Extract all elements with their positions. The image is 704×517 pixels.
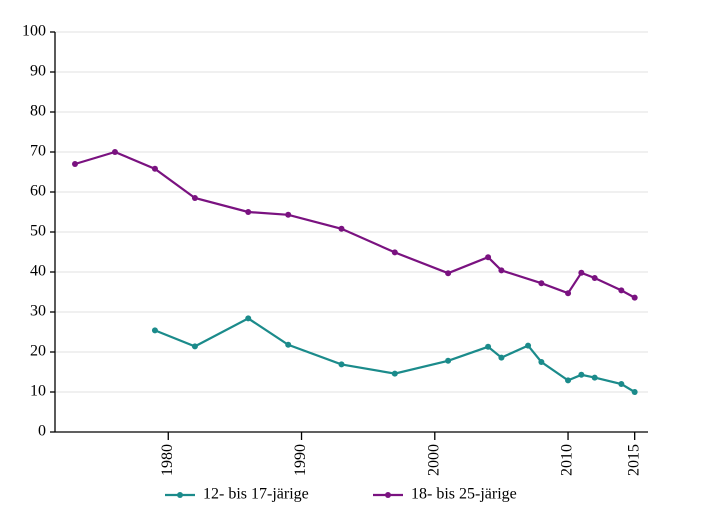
- data-point: [498, 354, 505, 361]
- data-point: [445, 270, 452, 277]
- series-line: [74, 150, 636, 299]
- data-point: [71, 161, 78, 167]
- y-tick-label: 30: [30, 303, 46, 320]
- data-point: [591, 275, 598, 281]
- data-point: [151, 327, 158, 334]
- legend-marker: [385, 492, 391, 498]
- x-tick-label: 2015: [625, 444, 642, 476]
- y-tick-label: 0: [38, 423, 46, 440]
- y-tick-label: 80: [30, 103, 46, 120]
- data-point: [191, 343, 198, 350]
- data-point: [151, 165, 158, 172]
- legend-item: 12- bis 17-järige: [165, 486, 309, 503]
- data-point: [285, 341, 292, 348]
- y-tick-label: 60: [30, 183, 46, 200]
- data-point: [285, 211, 292, 218]
- y-tick-label: 90: [30, 63, 46, 80]
- data-point: [111, 149, 118, 155]
- data-point: [565, 290, 572, 297]
- x-tick-label: 1980: [159, 444, 176, 476]
- data-point: [245, 209, 252, 215]
- legend-item: 18- bis 25-järige: [373, 486, 517, 503]
- data-point: [538, 280, 545, 287]
- data-point: [191, 195, 198, 201]
- y-tick-label: 100: [22, 23, 46, 40]
- data-point: [591, 374, 598, 381]
- data-point: [631, 389, 638, 395]
- data-point: [565, 377, 572, 384]
- legend-label: 12- bis 17-järige: [203, 486, 309, 503]
- y-tick-label: 70: [30, 143, 46, 160]
- y-tick-label: 40: [30, 263, 46, 280]
- x-tick-label: 1990: [292, 444, 309, 476]
- data-point: [631, 294, 638, 301]
- y-tick-label: 10: [30, 383, 46, 400]
- data-point: [485, 254, 492, 261]
- data-point: [618, 381, 625, 387]
- legend-label: 18- bis 25-järige: [411, 486, 517, 503]
- x-tick-label: 2000: [425, 444, 442, 476]
- data-point: [338, 225, 345, 232]
- data-point: [538, 359, 545, 365]
- data-point: [618, 287, 625, 294]
- data-point: [445, 357, 452, 364]
- y-tick-label: 50: [30, 223, 46, 240]
- data-point: [525, 342, 532, 349]
- data-point: [391, 249, 398, 256]
- data-point: [578, 371, 585, 378]
- data-point: [338, 361, 345, 368]
- data-point: [578, 269, 585, 276]
- data-point: [391, 370, 398, 377]
- data-point: [245, 315, 252, 322]
- series-line: [154, 317, 636, 393]
- legend-marker: [177, 492, 183, 498]
- y-tick-label: 20: [30, 343, 46, 360]
- x-tick-label: 2010: [559, 444, 576, 476]
- data-point: [485, 343, 492, 350]
- data-point: [498, 267, 505, 274]
